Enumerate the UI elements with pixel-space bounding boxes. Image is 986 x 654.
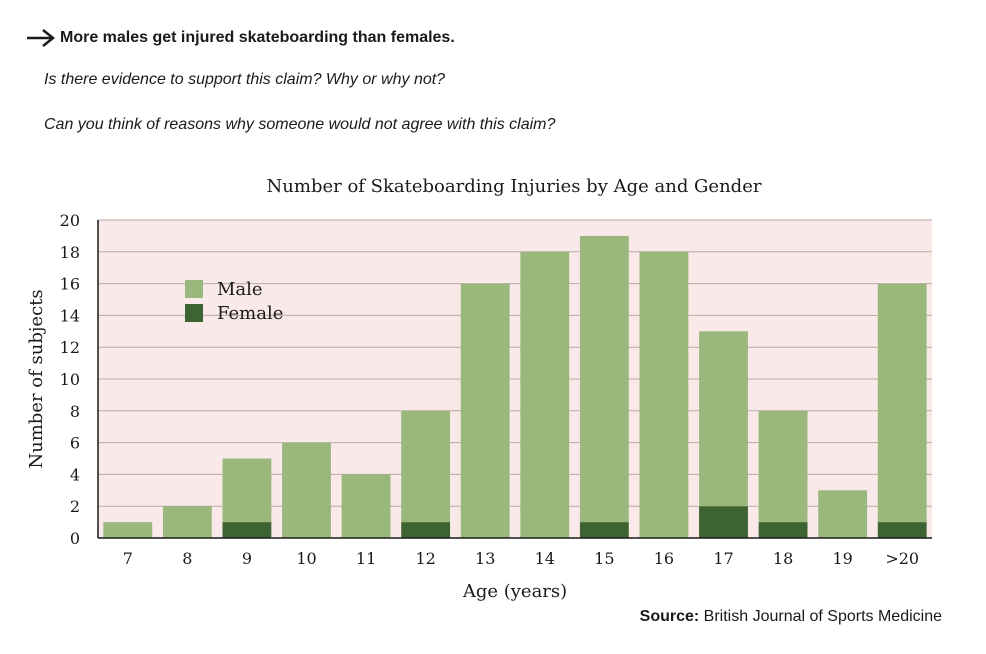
x-tick-label: 14 bbox=[535, 549, 555, 568]
x-axis-label: Age (years) bbox=[462, 581, 567, 602]
axes bbox=[97, 220, 932, 539]
x-tick-label: 13 bbox=[475, 549, 495, 568]
bar-male bbox=[579, 235, 629, 523]
x-tick-label: >20 bbox=[885, 549, 919, 568]
question-evidence: Is there evidence to support this claim?… bbox=[44, 71, 446, 88]
arrow-right-icon bbox=[27, 29, 56, 47]
bar-female bbox=[877, 522, 927, 538]
y-tick-label: 18 bbox=[60, 243, 80, 262]
bar-male bbox=[639, 251, 689, 539]
injury-bar-chart: Number of Skateboarding Injuries by Age … bbox=[26, 176, 932, 602]
x-tick-label: 16 bbox=[654, 549, 674, 568]
bar-female bbox=[699, 506, 748, 538]
x-tick-label: 19 bbox=[832, 549, 852, 568]
x-tick-label: 8 bbox=[182, 549, 192, 568]
y-axis-label: Number of subjects bbox=[26, 289, 47, 468]
bar-male bbox=[460, 283, 510, 538]
bar-male bbox=[162, 506, 212, 538]
bar-male bbox=[103, 522, 153, 538]
bar-male bbox=[282, 442, 331, 538]
bars bbox=[103, 235, 927, 539]
bar-male bbox=[758, 410, 808, 523]
x-tick-label: 9 bbox=[242, 549, 252, 568]
y-tick-label: 6 bbox=[70, 434, 80, 453]
y-tick-label: 12 bbox=[60, 338, 80, 357]
x-tick-label: 11 bbox=[356, 549, 376, 568]
y-tick-label: 14 bbox=[60, 306, 80, 325]
legend-female-swatch bbox=[185, 304, 203, 322]
bar-female bbox=[401, 522, 451, 538]
x-tick-label: 12 bbox=[415, 549, 435, 568]
legend-female-label: Female bbox=[217, 303, 283, 324]
bar-male bbox=[877, 283, 927, 523]
x-tick-label: 17 bbox=[713, 549, 733, 568]
source-label: Source: bbox=[639, 608, 700, 625]
x-tick-label: 7 bbox=[123, 549, 133, 568]
bar-male bbox=[818, 490, 868, 538]
y-tick-labels: 0 2 4 6 8 10 12 14 16 18 20 bbox=[60, 211, 80, 548]
bar-female bbox=[579, 522, 629, 538]
source-text: British Journal of Sports Medicine bbox=[703, 608, 942, 625]
y-tick-label: 8 bbox=[70, 402, 80, 421]
y-tick-label: 2 bbox=[70, 497, 80, 516]
y-tick-label: 10 bbox=[60, 370, 80, 389]
bar-male bbox=[401, 410, 451, 523]
claim-text: More males get injured skateboarding tha… bbox=[60, 29, 455, 46]
bar-female bbox=[758, 522, 808, 538]
y-tick-label: 4 bbox=[70, 465, 80, 484]
bar-male bbox=[222, 458, 272, 523]
x-tick-labels: 7 8 9 10 11 12 13 14 15 16 17 18 19 >20 bbox=[123, 549, 919, 568]
question-disagree: Can you think of reasons why someone wou… bbox=[44, 116, 556, 133]
x-tick-label: 18 bbox=[773, 549, 793, 568]
bar-male bbox=[699, 331, 748, 507]
legend-male-swatch bbox=[185, 280, 203, 298]
y-tick-label: 16 bbox=[60, 275, 80, 294]
x-tick-label: 10 bbox=[296, 549, 316, 568]
y-tick-label: 0 bbox=[70, 529, 80, 548]
claim-statement: More males get injured skateboarding tha… bbox=[26, 25, 455, 51]
bar-female bbox=[222, 522, 272, 538]
y-tick-label: 20 bbox=[60, 211, 80, 230]
chart-title: Number of Skateboarding Injuries by Age … bbox=[267, 176, 762, 197]
source-citation: Source: British Journal of Sports Medici… bbox=[640, 608, 942, 626]
bar-male bbox=[520, 251, 570, 539]
x-tick-label: 15 bbox=[594, 549, 614, 568]
legend: Male Female bbox=[185, 279, 283, 324]
legend-male-label: Male bbox=[217, 279, 263, 300]
bar-male bbox=[341, 474, 391, 538]
